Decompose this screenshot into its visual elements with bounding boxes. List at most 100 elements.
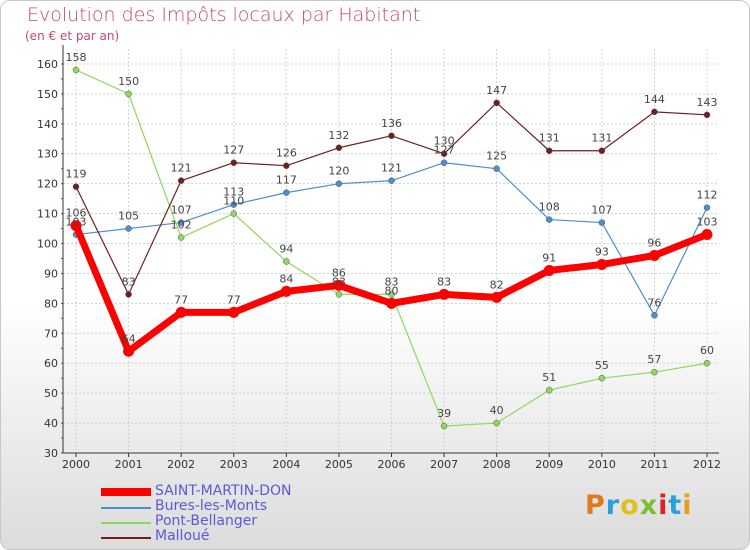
data-point xyxy=(651,368,658,376)
data-point xyxy=(651,312,658,319)
data-label: 60 xyxy=(700,344,714,357)
chart-title: Evolution des Impôts locaux par Habitant xyxy=(27,4,421,26)
legend-swatch xyxy=(101,522,151,524)
data-label: 103 xyxy=(697,216,718,229)
data-point xyxy=(177,234,185,241)
data-label: 150 xyxy=(118,75,139,88)
data-label: 121 xyxy=(381,162,402,175)
data-point xyxy=(125,225,132,232)
logo-letter: P xyxy=(585,490,606,521)
data-point xyxy=(598,147,606,154)
y-tick-label: 80 xyxy=(44,297,58,310)
legend-label: Bures-les-Monts xyxy=(155,498,268,514)
data-point xyxy=(72,66,80,74)
data-point xyxy=(283,162,290,169)
y-tick-label: 140 xyxy=(37,118,58,131)
data-point xyxy=(228,306,240,318)
data-point xyxy=(125,291,132,298)
data-point xyxy=(333,279,345,291)
data-point xyxy=(280,285,292,297)
y-tick-label: 130 xyxy=(37,148,58,161)
data-point xyxy=(491,291,503,303)
y-tick-label: 40 xyxy=(44,417,58,430)
data-label: 103 xyxy=(66,216,87,229)
y-tick-label: 150 xyxy=(37,88,58,101)
data-label: 83 xyxy=(122,275,136,288)
data-point xyxy=(230,201,237,208)
data-label: 80 xyxy=(385,284,399,297)
legend-label: SAINT-MARTIN-DON xyxy=(155,483,292,499)
legend-label: Pont-Bellanger xyxy=(155,513,258,529)
x-tick-label: 2009 xyxy=(535,458,563,471)
data-point xyxy=(440,150,448,157)
data-point xyxy=(701,229,713,241)
data-label: 121 xyxy=(171,162,192,175)
data-label: 147 xyxy=(486,84,507,97)
data-point xyxy=(177,177,185,184)
data-point xyxy=(335,180,343,187)
data-point xyxy=(123,345,135,357)
data-label: 113 xyxy=(223,186,244,199)
data-label: 119 xyxy=(66,168,87,181)
data-point xyxy=(283,189,290,196)
logo-letter: t xyxy=(668,490,683,521)
y-tick-label: 30 xyxy=(44,447,58,460)
data-label: 127 xyxy=(223,144,244,157)
x-tick-label: 2007 xyxy=(430,458,458,471)
data-point xyxy=(546,147,553,154)
data-label: 143 xyxy=(697,96,718,109)
data-label: 93 xyxy=(595,245,609,258)
data-point xyxy=(72,183,80,190)
data-label: 120 xyxy=(328,165,349,178)
data-label: 130 xyxy=(434,135,455,148)
data-label: 64 xyxy=(122,332,136,345)
y-tick-label: 100 xyxy=(37,238,58,251)
data-label: 91 xyxy=(542,251,556,264)
data-label: 132 xyxy=(328,129,349,142)
logo-letter: x xyxy=(639,490,659,521)
data-point xyxy=(703,359,711,367)
data-point xyxy=(388,132,395,140)
series-lines xyxy=(70,66,713,430)
logo-letter: r xyxy=(605,490,621,521)
data-point xyxy=(651,108,658,116)
x-tick-label: 2003 xyxy=(220,458,248,471)
axes: 30 40 50 60 70 80 90 100 110 120 130 140 150 160 2000 2… xyxy=(37,45,721,471)
data-label: 131 xyxy=(591,132,612,145)
data-point xyxy=(125,90,132,98)
data-point xyxy=(335,291,343,298)
data-label: 83 xyxy=(385,275,399,288)
y-tick-label: 110 xyxy=(37,208,58,221)
data-label: 127 xyxy=(434,144,455,157)
data-point xyxy=(283,258,290,265)
data-label: 86 xyxy=(332,266,346,279)
data-label: 110 xyxy=(223,195,244,208)
data-point xyxy=(230,210,237,217)
x-tick-label: 2006 xyxy=(378,458,406,471)
data-point xyxy=(598,219,606,226)
data-point xyxy=(703,204,711,211)
y-tick-label: 70 xyxy=(44,327,58,340)
y-tick-label: 160 xyxy=(37,58,58,71)
data-point xyxy=(335,144,343,152)
data-label: 112 xyxy=(697,189,718,202)
data-point xyxy=(440,159,448,166)
data-label: 107 xyxy=(171,204,192,217)
logo-letter: i xyxy=(682,490,693,521)
data-label: 158 xyxy=(66,51,87,64)
data-label: 108 xyxy=(539,201,560,214)
legend-swatch xyxy=(101,507,151,509)
data-label: 94 xyxy=(279,242,293,255)
data-label: 107 xyxy=(591,204,612,217)
y-tick-label: 90 xyxy=(44,267,58,280)
y-tick-label: 60 xyxy=(44,357,58,370)
data-label: 83 xyxy=(332,275,346,288)
x-tick-label: 2000 xyxy=(62,458,90,471)
data-point xyxy=(493,99,500,107)
grid-lines xyxy=(63,49,719,454)
data-label: 51 xyxy=(542,371,556,384)
data-point xyxy=(177,219,185,226)
data-point xyxy=(230,159,237,166)
data-label: 125 xyxy=(486,150,507,163)
x-tick-label: 2001 xyxy=(115,458,143,471)
